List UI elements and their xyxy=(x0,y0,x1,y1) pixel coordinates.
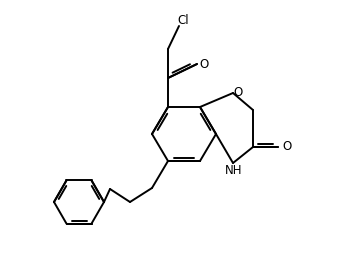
Text: NH: NH xyxy=(225,164,243,177)
Text: O: O xyxy=(233,86,243,99)
Text: O: O xyxy=(282,140,292,153)
Text: O: O xyxy=(199,57,209,71)
Text: Cl: Cl xyxy=(177,13,189,26)
